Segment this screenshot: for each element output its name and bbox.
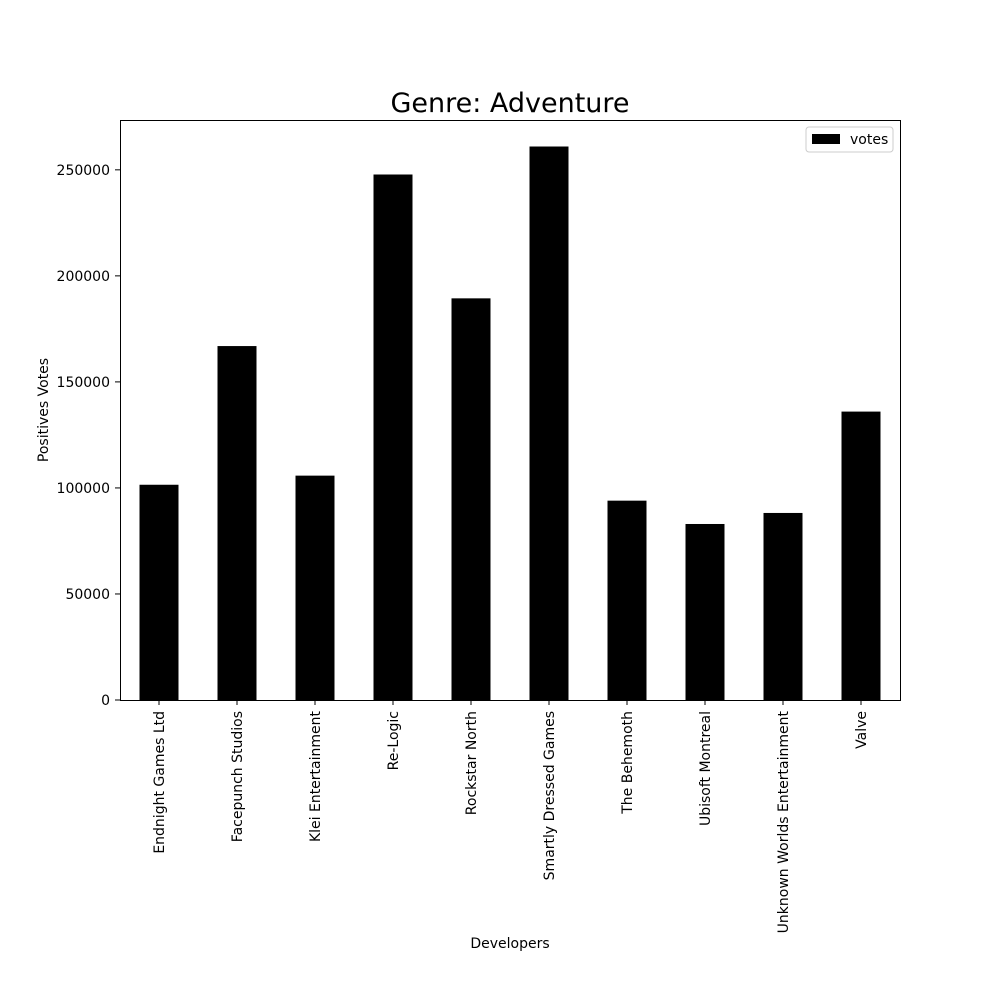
x-axis-ticks: Endnight Games Ltd Facepunch Studios Klei … xyxy=(152,700,870,933)
bar xyxy=(685,523,725,700)
bar xyxy=(529,146,569,700)
bar xyxy=(763,512,803,700)
y-axis-label: Positives Votes xyxy=(36,358,52,462)
x-tick-label: Valve xyxy=(854,711,870,749)
x-tick-label: Endnight Games Ltd xyxy=(152,711,168,854)
bar xyxy=(841,411,881,700)
x-tick-label: Re-Logic xyxy=(386,711,402,770)
legend-swatch xyxy=(812,134,840,144)
bar xyxy=(217,346,257,700)
y-tick-label: 0 xyxy=(101,693,110,709)
x-axis-label: Developers xyxy=(470,936,549,952)
y-tick-label: 100000 xyxy=(57,481,110,497)
legend: votes xyxy=(805,126,894,153)
chart-title: Genre: Adventure xyxy=(390,88,629,119)
x-tick-label: Klei Entertainment xyxy=(308,710,324,842)
y-tick-label: 50000 xyxy=(65,587,110,603)
bar xyxy=(607,500,647,700)
x-tick-label: Ubisoft Montreal xyxy=(698,711,714,826)
bar xyxy=(373,174,413,700)
legend-frame xyxy=(805,126,894,153)
legend-label: votes xyxy=(850,132,888,148)
x-tick-label: Smartly Dressed Games xyxy=(542,711,558,880)
y-axis-ticks: 0 50000 100000 150000 200000 250000 xyxy=(57,163,120,709)
bars-group xyxy=(139,146,881,700)
y-tick-label: 150000 xyxy=(57,375,110,391)
x-tick-label: Facepunch Studios xyxy=(230,711,246,842)
x-tick-label: Unknown Worlds Entertainment xyxy=(776,710,792,933)
x-tick-label: Rockstar North xyxy=(464,711,480,815)
bar xyxy=(295,475,335,700)
bar xyxy=(139,484,179,700)
y-tick-label: 200000 xyxy=(57,269,110,285)
plot-area-frame xyxy=(120,120,901,701)
x-tick-label: The Behemoth xyxy=(620,711,636,815)
y-tick-label: 250000 xyxy=(57,163,110,179)
bar xyxy=(451,298,491,700)
